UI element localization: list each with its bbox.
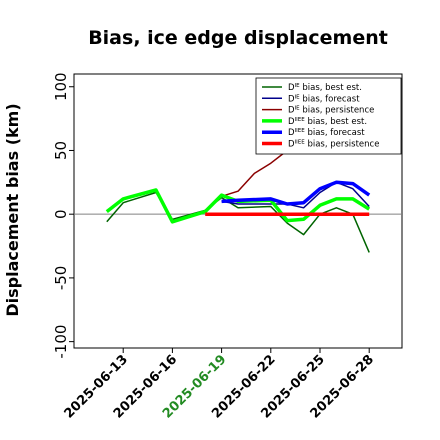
legend-entry: DIE bias, best est. [288, 83, 362, 93]
legend: DIE bias, best est.DIE bias, forecast DIE… [255, 77, 402, 155]
legend-entry: DIE bias, forecast [288, 94, 360, 104]
series-line-4 [105, 188, 371, 224]
x-axis: 2025-06-132025-06-162025-06-192025-06-22… [62, 348, 377, 422]
y-tick-label: -100 [52, 325, 70, 359]
legend-box [255, 77, 402, 155]
y-tick-label: -50 [52, 266, 70, 291]
y-axis: -100 -50 0 50 100 [52, 72, 74, 359]
legend-entry: DIIEE bias, best est. [288, 117, 367, 127]
legend-entry: DIE bias, persistence [288, 106, 374, 116]
y-axis-label: Displacement bias (km) [3, 103, 22, 316]
legend-entry: DIIEE bias, forecast [288, 128, 365, 138]
y-tick-label: 0 [52, 209, 70, 219]
series-line-5 [221, 180, 371, 206]
chart-title: Bias, ice edge displacement [88, 27, 388, 49]
legend-entry: DIIEE bias, persistence [288, 140, 379, 150]
series-line-3 [221, 149, 288, 198]
series-layer [105, 149, 371, 253]
y-tick-label: 100 [52, 72, 70, 101]
y-tick-label: 50 [52, 141, 70, 160]
series-line-2 [221, 181, 370, 209]
plot-frame [73, 73, 403, 349]
